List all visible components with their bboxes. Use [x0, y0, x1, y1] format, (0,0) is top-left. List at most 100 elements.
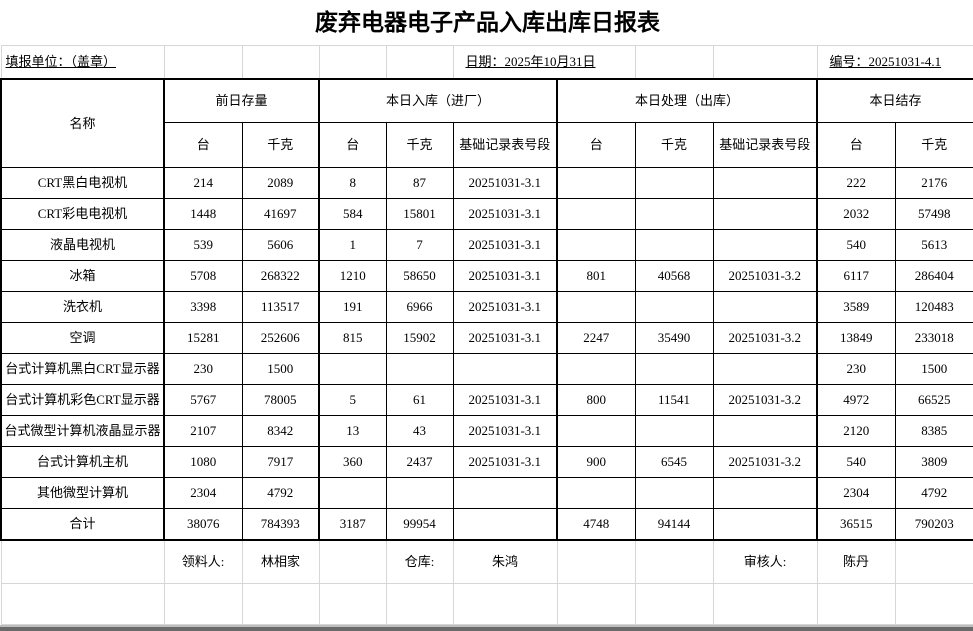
table-cell[interactable]	[452, 353, 558, 385]
table-cell[interactable]	[634, 415, 714, 447]
table-cell[interactable]: 41697	[241, 198, 320, 230]
table-cell[interactable]: 2304	[163, 477, 243, 509]
table-cell[interactable]: 58650	[385, 260, 454, 292]
row-name[interactable]: 合计	[0, 508, 165, 541]
picker-label[interactable]: 领料人:	[163, 539, 243, 584]
empty-cell[interactable]	[163, 45, 243, 80]
table-cell[interactable]: 20251031-3.1	[452, 167, 558, 199]
table-cell[interactable]: 3589	[816, 291, 896, 323]
table-cell[interactable]	[556, 353, 636, 385]
table-cell[interactable]: 5	[318, 384, 387, 416]
table-cell[interactable]: 815	[318, 322, 387, 354]
empty-cell[interactable]	[894, 583, 973, 625]
table-cell[interactable]	[556, 291, 636, 323]
table-cell[interactable]: 20251031-3.1	[452, 291, 558, 323]
table-cell[interactable]	[712, 508, 818, 541]
picker-name[interactable]: 林相家	[241, 539, 320, 584]
empty-cell[interactable]	[385, 583, 454, 625]
empty-cell[interactable]	[712, 45, 818, 80]
table-cell[interactable]: 20251031-3.1	[452, 229, 558, 261]
table-cell[interactable]: 36515	[816, 508, 896, 541]
warehouse-label[interactable]: 仓库:	[385, 539, 454, 584]
table-cell[interactable]: 43	[385, 415, 454, 447]
table-cell[interactable]: 2032	[816, 198, 896, 230]
table-cell[interactable]: 20251031-3.1	[452, 322, 558, 354]
table-cell[interactable]: 11541	[634, 384, 714, 416]
empty-cell[interactable]	[0, 539, 165, 584]
empty-cell[interactable]	[634, 45, 714, 80]
table-cell[interactable]: 2089	[241, 167, 320, 199]
table-cell[interactable]: 38076	[163, 508, 243, 541]
table-cell[interactable]	[712, 198, 818, 230]
table-cell[interactable]: 5708	[163, 260, 243, 292]
row-name[interactable]: 台式计算机彩色CRT显示器	[0, 384, 165, 416]
table-cell[interactable]	[452, 477, 558, 509]
table-cell[interactable]: 20251031-3.2	[712, 322, 818, 354]
table-cell[interactable]: 252606	[241, 322, 320, 354]
table-cell[interactable]	[556, 415, 636, 447]
table-cell[interactable]: 113517	[241, 291, 320, 323]
row-name[interactable]: 台式计算机主机	[0, 446, 165, 478]
table-cell[interactable]: 20251031-3.1	[452, 384, 558, 416]
table-cell[interactable]: 233018	[894, 322, 973, 354]
table-cell[interactable]	[634, 477, 714, 509]
table-cell[interactable]: 2120	[816, 415, 896, 447]
table-cell[interactable]: 540	[816, 229, 896, 261]
empty-cell[interactable]	[318, 45, 387, 80]
row-name[interactable]: 液晶电视机	[0, 229, 165, 261]
table-cell[interactable]: 540	[816, 446, 896, 478]
table-cell[interactable]: 4792	[241, 477, 320, 509]
table-cell[interactable]	[634, 198, 714, 230]
table-cell[interactable]: 1	[318, 229, 387, 261]
warehouse-name[interactable]: 朱鸿	[452, 539, 558, 584]
table-cell[interactable]: 6966	[385, 291, 454, 323]
table-cell[interactable]: 8342	[241, 415, 320, 447]
table-cell[interactable]: 286404	[894, 260, 973, 292]
table-cell[interactable]	[712, 167, 818, 199]
empty-cell[interactable]	[318, 539, 387, 584]
table-cell[interactable]	[556, 167, 636, 199]
empty-cell[interactable]	[0, 583, 165, 625]
table-cell[interactable]: 790203	[894, 508, 973, 541]
table-cell[interactable]: 222	[816, 167, 896, 199]
table-cell[interactable]: 3187	[318, 508, 387, 541]
empty-cell[interactable]	[894, 539, 973, 584]
table-cell[interactable]: 87	[385, 167, 454, 199]
table-cell[interactable]	[556, 198, 636, 230]
table-cell[interactable]: 1210	[318, 260, 387, 292]
table-cell[interactable]: 360	[318, 446, 387, 478]
table-cell[interactable]: 3398	[163, 291, 243, 323]
table-cell[interactable]: 2107	[163, 415, 243, 447]
table-cell[interactable]: 1080	[163, 446, 243, 478]
table-cell[interactable]: 2437	[385, 446, 454, 478]
auditor-label[interactable]: 审核人:	[712, 539, 818, 584]
table-cell[interactable]	[712, 477, 818, 509]
table-cell[interactable]: 539	[163, 229, 243, 261]
table-cell[interactable]: 4792	[894, 477, 973, 509]
table-cell[interactable]: 35490	[634, 322, 714, 354]
table-cell[interactable]: 584	[318, 198, 387, 230]
table-cell[interactable]: 230	[816, 353, 896, 385]
table-cell[interactable]: 61	[385, 384, 454, 416]
table-cell[interactable]	[712, 291, 818, 323]
table-cell[interactable]: 15801	[385, 198, 454, 230]
empty-cell[interactable]	[452, 583, 558, 625]
table-cell[interactable]: 40568	[634, 260, 714, 292]
row-name[interactable]: 洗衣机	[0, 291, 165, 323]
table-cell[interactable]: 78005	[241, 384, 320, 416]
empty-cell[interactable]	[634, 539, 714, 584]
table-cell[interactable]: 5606	[241, 229, 320, 261]
row-name[interactable]: 其他微型计算机	[0, 477, 165, 509]
empty-cell[interactable]	[318, 583, 387, 625]
table-cell[interactable]: 6117	[816, 260, 896, 292]
empty-cell[interactable]	[634, 583, 714, 625]
table-cell[interactable]	[634, 353, 714, 385]
table-cell[interactable]: 801	[556, 260, 636, 292]
table-cell[interactable]	[385, 353, 454, 385]
table-cell[interactable]	[318, 477, 387, 509]
table-cell[interactable]	[385, 477, 454, 509]
table-cell[interactable]: 20251031-3.1	[452, 446, 558, 478]
table-cell[interactable]	[712, 415, 818, 447]
empty-cell[interactable]	[712, 583, 818, 625]
table-cell[interactable]: 8385	[894, 415, 973, 447]
